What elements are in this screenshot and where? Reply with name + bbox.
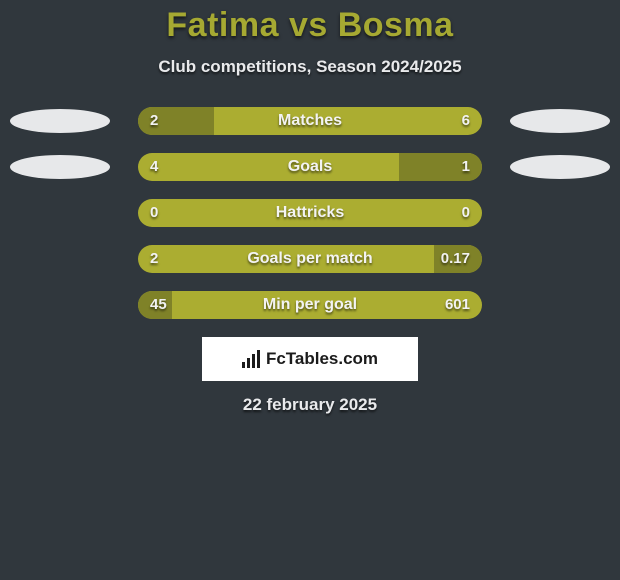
footer-date: 22 february 2025: [0, 395, 620, 415]
stat-value-left: 4: [150, 153, 158, 181]
player-oval-left: [10, 155, 110, 179]
stat-bar-track: [138, 245, 482, 273]
stat-bar-track: [138, 291, 482, 319]
stat-bar: 00Hattricks: [138, 199, 482, 227]
brand-text: FcTables.com: [266, 349, 378, 369]
stat-value-right: 0.17: [441, 245, 470, 273]
stat-bar: 41Goals: [138, 153, 482, 181]
stat-row: 26Matches: [0, 107, 620, 135]
page-title: Fatima vs Bosma: [0, 6, 620, 45]
stat-value-left: 2: [150, 107, 158, 135]
page-subtitle: Club competitions, Season 2024/2025: [0, 57, 620, 77]
stat-value-left: 45: [150, 291, 167, 319]
player-oval-right: [510, 109, 610, 133]
stat-value-right: 6: [462, 107, 470, 135]
stat-value-right: 1: [462, 153, 470, 181]
brand-box: FcTables.com: [202, 337, 418, 381]
stat-row: 20.17Goals per match: [0, 245, 620, 273]
stat-value-right: 0: [462, 199, 470, 227]
player-oval-right: [510, 155, 610, 179]
stat-bar: 26Matches: [138, 107, 482, 135]
stat-value-left: 0: [150, 199, 158, 227]
stat-row: 45601Min per goal: [0, 291, 620, 319]
stat-value-left: 2: [150, 245, 158, 273]
stat-value-right: 601: [445, 291, 470, 319]
stat-bar-track: [138, 199, 482, 227]
stat-bar: 20.17Goals per match: [138, 245, 482, 273]
header: Fatima vs Bosma Club competitions, Seaso…: [0, 0, 620, 77]
bars-icon: [242, 350, 260, 368]
comparison-rows: 26Matches41Goals00Hattricks20.17Goals pe…: [0, 107, 620, 319]
stat-row: 41Goals: [0, 153, 620, 181]
stat-row: 00Hattricks: [0, 199, 620, 227]
stat-bar: 45601Min per goal: [138, 291, 482, 319]
player-oval-left: [10, 109, 110, 133]
